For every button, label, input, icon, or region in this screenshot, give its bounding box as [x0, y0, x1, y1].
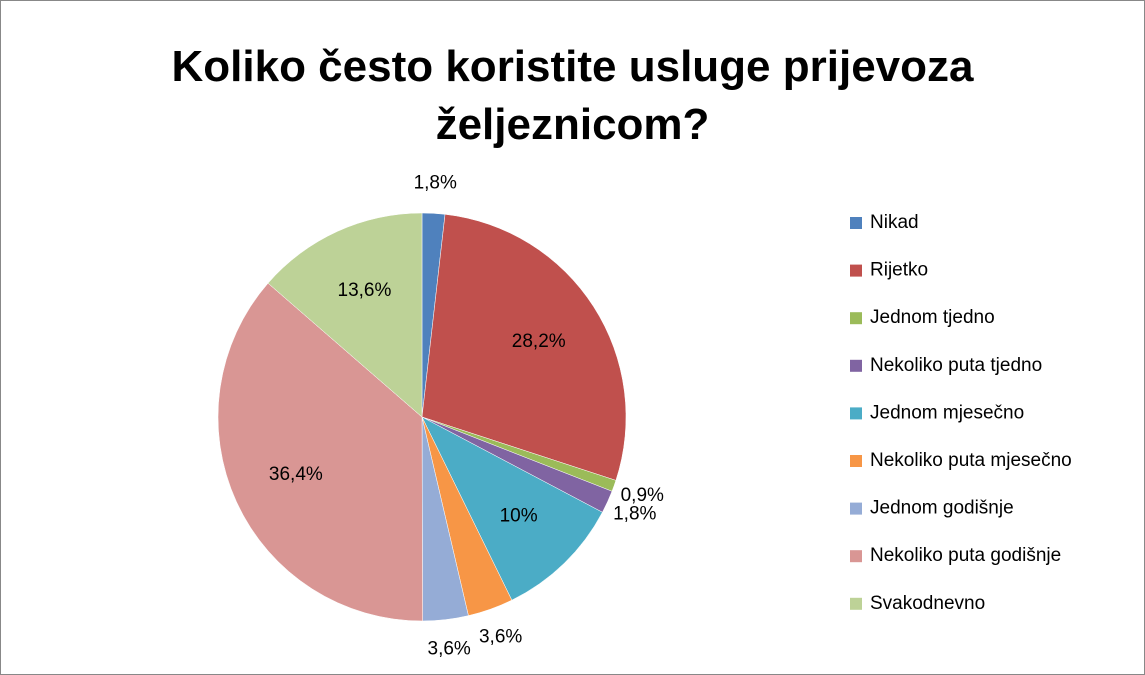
- data-label: 1,8%: [414, 172, 457, 193]
- legend-swatch: [850, 217, 862, 229]
- chart-title: Koliko često koristite usluge prijevoza …: [171, 42, 974, 149]
- legend-swatch: [850, 312, 862, 325]
- legend-label: Nekoliko puta mjesečno: [870, 450, 1072, 471]
- legend-swatch: [850, 550, 862, 563]
- legend-swatch: [850, 455, 862, 467]
- legend-label: Jednom tjedno: [870, 307, 995, 328]
- legend-label: Nekoliko puta godišnje: [870, 545, 1061, 566]
- legend-label: Nikad: [870, 212, 919, 233]
- legend-label: Jednom mjesečno: [870, 402, 1024, 423]
- legend-label: Nekoliko puta tjedno: [870, 355, 1042, 376]
- data-label: 0,9%: [621, 485, 664, 506]
- data-label: 1,8%: [613, 503, 656, 524]
- legend-swatch: [850, 359, 862, 372]
- legend-label: Svakodnevno: [870, 593, 985, 614]
- legend-swatch: [850, 264, 862, 277]
- pie-slice: [267, 212, 423, 418]
- pie-slice: [217, 282, 423, 622]
- legend-label: Rijetko: [870, 260, 928, 281]
- data-label: 36,4%: [269, 464, 323, 485]
- legend-swatch: [850, 597, 862, 610]
- data-label: 28,2%: [512, 331, 566, 352]
- legend-swatch: [850, 407, 862, 420]
- data-label: 3,6%: [428, 638, 471, 659]
- legend-label: Jednom godišnje: [870, 498, 1014, 519]
- data-label: 13,6%: [338, 280, 392, 301]
- pie-slice: [421, 214, 627, 481]
- data-label: 10%: [500, 506, 538, 527]
- legend-swatch: [850, 502, 862, 515]
- pie-slice: [421, 416, 603, 601]
- data-label: 3,6%: [479, 626, 522, 647]
